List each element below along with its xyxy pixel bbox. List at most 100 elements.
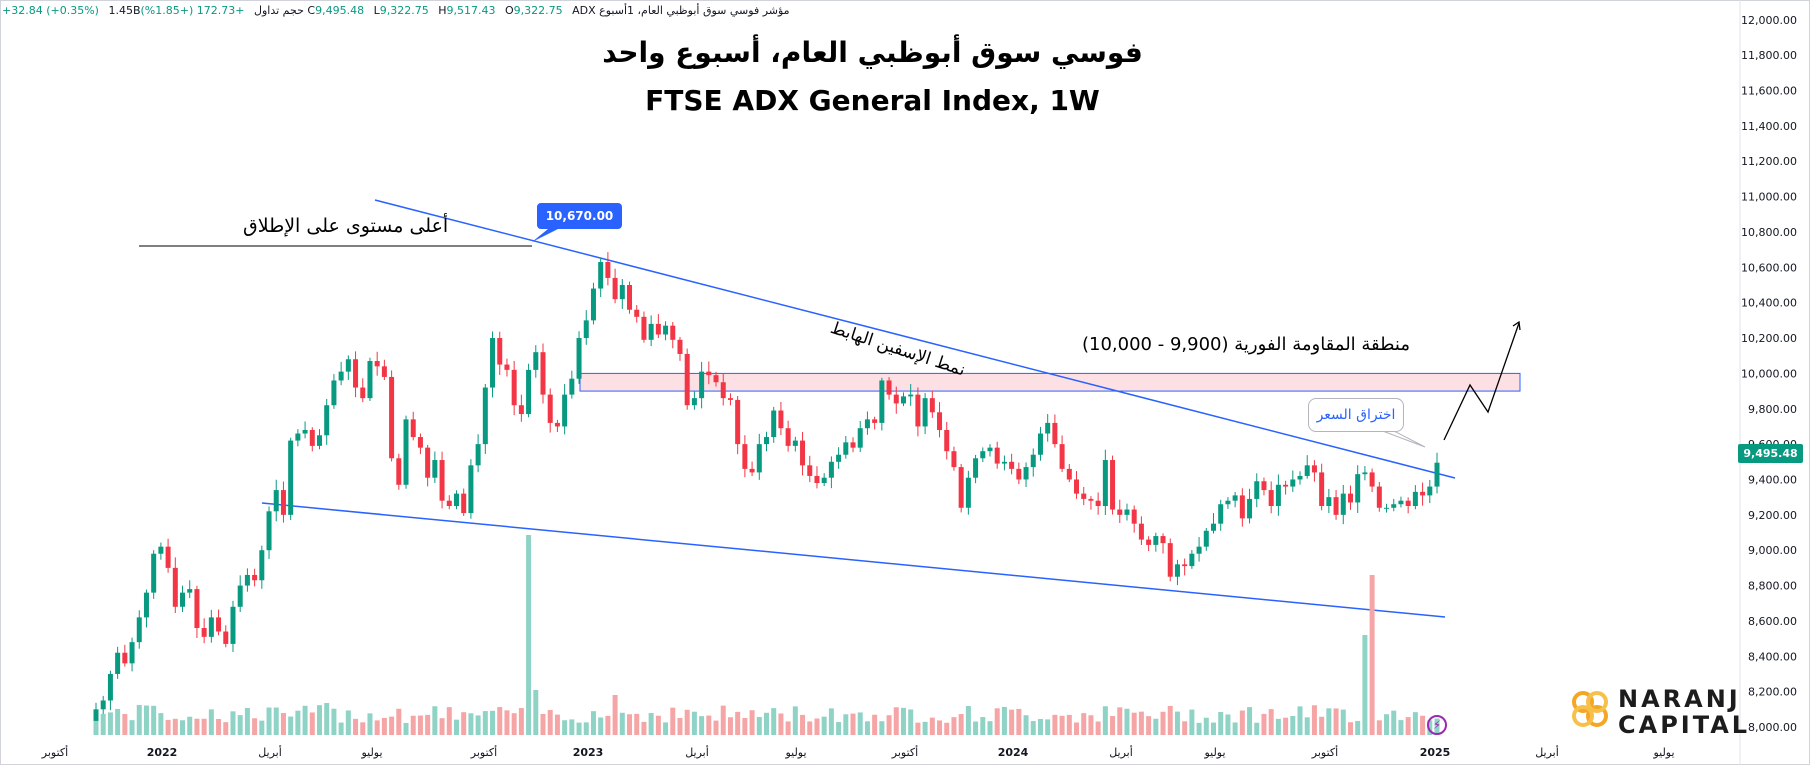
candle-body (1384, 507, 1390, 509)
candle-body (151, 553, 157, 593)
candle-body (396, 458, 402, 485)
volume-bar (93, 720, 99, 735)
x-tick-label: 2022 (147, 746, 178, 759)
volume-bar (389, 716, 395, 735)
projection-arrow (1512, 320, 1521, 331)
volume-bar (1009, 709, 1015, 735)
candle-body (1261, 481, 1267, 491)
volume-bar (396, 708, 402, 735)
candle-body (252, 574, 258, 581)
candle-body (107, 673, 113, 701)
lightning-icon[interactable]: ⚡ (1427, 715, 1447, 735)
candle-body (742, 444, 748, 469)
volume-bar (1319, 716, 1325, 735)
volume-bar (929, 717, 935, 735)
y-tick-label: 11,200.00 (1741, 155, 1797, 168)
volume-bar (771, 708, 777, 735)
volume-bar (872, 714, 878, 735)
candle-body (663, 325, 669, 335)
volume-bar (879, 721, 885, 735)
candle-body (922, 398, 928, 427)
volume-bar (1138, 711, 1144, 735)
volume-bar (417, 715, 423, 735)
volume-bar (237, 715, 243, 735)
candle-body (547, 394, 553, 423)
volume-bar (735, 711, 741, 735)
candle-body (951, 451, 957, 468)
candle-body (1131, 509, 1137, 524)
volume-bar (1110, 716, 1116, 735)
candle-body (1174, 564, 1180, 577)
volume-bar (1254, 722, 1260, 735)
candle-body (1412, 491, 1418, 506)
candle-body (1037, 433, 1043, 455)
volume-bar (309, 712, 315, 735)
candle-body (821, 477, 827, 484)
candle-body (648, 323, 654, 340)
x-tick-label: أبريل (685, 745, 709, 759)
candle-body (122, 652, 128, 664)
volume-bar (158, 713, 164, 735)
volume-bar (619, 712, 625, 735)
candle-body (756, 444, 762, 473)
volume-bar (1311, 705, 1317, 735)
volume-bar (677, 717, 683, 735)
candle-body (129, 642, 135, 664)
volume-bar (1146, 716, 1152, 735)
candle-body (533, 352, 539, 370)
candle-body (1319, 472, 1325, 506)
naranj-logo-icon (1572, 691, 1608, 727)
candle-body (1088, 498, 1094, 501)
candle-body (800, 440, 806, 466)
volume-bar (828, 708, 834, 735)
volume-bar (554, 714, 560, 735)
volume-bar (605, 715, 611, 735)
volume-bar (1384, 714, 1390, 735)
volume-bar (1247, 707, 1253, 735)
volume-bar (1131, 712, 1137, 735)
volume-bar (252, 718, 258, 735)
candle-body (374, 361, 380, 367)
volume-bar (547, 710, 553, 735)
x-tick-label: يوليو (784, 746, 806, 759)
volume-bar (100, 713, 106, 735)
volume-bar (655, 715, 661, 735)
candle-body (259, 550, 265, 581)
last-price-tag: 9,495.48 (1738, 444, 1803, 463)
candle-body (115, 652, 121, 674)
volume-bar (598, 717, 604, 735)
candle-body (1146, 539, 1152, 545)
candle-body (143, 592, 149, 618)
candle-body (764, 437, 769, 445)
volume-bar (129, 720, 135, 735)
volume-bar (511, 713, 517, 735)
candle-body (1283, 484, 1289, 487)
volume-bar (843, 714, 849, 735)
candle-body (1102, 460, 1108, 506)
volume-bar (749, 710, 755, 735)
candle-body (1117, 509, 1123, 515)
volume-bar (1412, 712, 1418, 735)
candle-body (655, 323, 661, 335)
wedge-lower-line (261, 502, 1446, 618)
volume-bar (814, 718, 820, 735)
volume-bar (1268, 709, 1274, 735)
brand-line2: CAPITAL (1618, 711, 1751, 739)
candle-body (295, 433, 301, 441)
volume-bar (670, 707, 676, 735)
candle-body (1232, 495, 1238, 501)
volume-bar (1095, 721, 1101, 735)
candle-body (1297, 475, 1303, 480)
candle-body (1239, 495, 1245, 519)
candle-body (807, 465, 813, 476)
candle-body (1268, 490, 1274, 506)
candle-body (749, 468, 755, 473)
candle-body (273, 490, 279, 512)
volume-bar (922, 721, 928, 735)
volume-bar (756, 716, 762, 735)
candle-body (540, 352, 546, 395)
volume-bar (908, 709, 914, 735)
volume-bar (562, 720, 568, 735)
candle-body (1254, 481, 1260, 499)
